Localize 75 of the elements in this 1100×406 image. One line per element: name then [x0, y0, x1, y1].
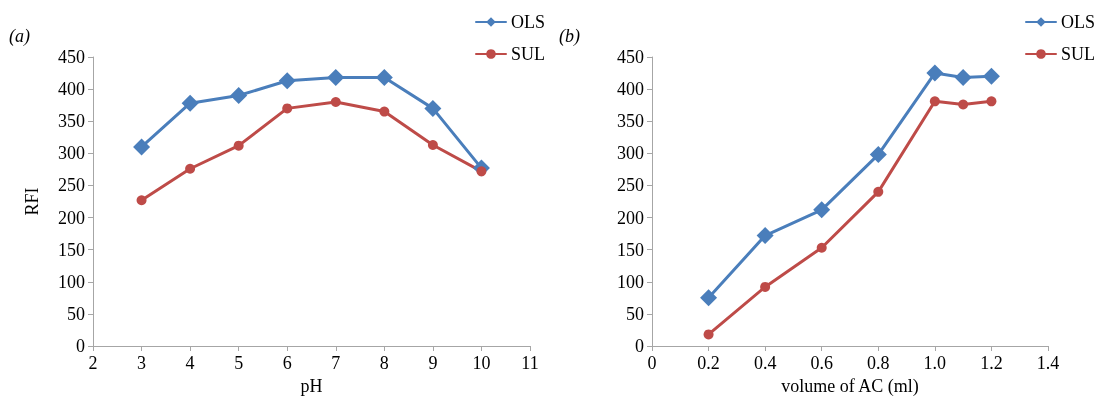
y-tick-label: 350: [617, 111, 644, 132]
point: [986, 96, 997, 107]
point: [700, 289, 718, 307]
point: [427, 139, 438, 150]
y-tick-label: 100: [58, 271, 85, 292]
x-tick-label: 0.6: [810, 353, 833, 373]
y-tick-label: 450: [58, 47, 85, 67]
point: [185, 163, 196, 174]
point: [278, 72, 296, 90]
x-tick-label: 8: [379, 353, 389, 373]
point: [424, 99, 442, 117]
chart-title: (b): [559, 26, 580, 47]
point: [760, 281, 771, 292]
legend-label: OLS: [1061, 12, 1096, 32]
point: [282, 103, 293, 114]
y-tick-label: 150: [617, 239, 644, 260]
x-tick-label: 9: [428, 353, 438, 373]
x-tick-label: 2: [88, 353, 98, 373]
x-axis-title: pH: [300, 375, 323, 396]
x-tick-label: 6: [282, 353, 292, 373]
x-tick-label: 1.2: [980, 353, 1003, 373]
point: [233, 140, 244, 151]
x-tick-label: 0: [647, 353, 657, 373]
point: [929, 96, 940, 107]
y-tick-label: 200: [617, 207, 644, 228]
y-tick-label: 0: [76, 336, 85, 356]
point: [703, 329, 714, 340]
point: [133, 138, 151, 156]
point: [756, 227, 774, 245]
point: [869, 146, 887, 164]
x-tick-label: 0.8: [867, 353, 890, 373]
y-tick-label: 400: [58, 79, 85, 100]
x-tick-label: 4: [185, 353, 195, 373]
y-tick-label: 300: [58, 143, 85, 164]
point: [816, 242, 827, 253]
y-axis-title: RFI: [22, 187, 42, 216]
y-tick-label: 0: [635, 336, 644, 356]
y-tick-label: 400: [617, 79, 644, 100]
x-tick-label: 0.2: [697, 353, 720, 373]
point: [982, 67, 1000, 85]
x-tick-label: 5: [234, 353, 244, 373]
y-tick-label: 200: [58, 207, 85, 228]
y-tick-label: 450: [617, 47, 644, 67]
point: [873, 186, 884, 197]
legend-label: SUL: [1061, 44, 1096, 64]
point: [813, 201, 831, 219]
y-tick-label: 100: [617, 271, 644, 292]
point: [327, 69, 345, 87]
y-tick-label: 250: [58, 175, 85, 196]
point: [330, 96, 341, 107]
point: [181, 94, 199, 112]
chart-title: (a): [9, 26, 30, 47]
x-tick-label: 7: [331, 353, 341, 373]
legend-label: OLS: [511, 12, 546, 32]
y-tick-label: 150: [58, 239, 85, 260]
x-tick-label: 1.4: [1036, 353, 1060, 373]
y-tick-label: 50: [626, 303, 644, 324]
point: [136, 195, 147, 206]
x-tick-label: 3: [137, 353, 147, 373]
x-tick-label: 11: [521, 353, 539, 373]
point: [958, 99, 969, 110]
x-tick-label: 0.4: [753, 353, 777, 373]
point: [379, 106, 390, 117]
x-tick-label: 1.0: [923, 353, 947, 373]
point: [926, 64, 944, 82]
x-tick-label: 10: [472, 353, 491, 373]
y-tick-label: 50: [67, 303, 85, 324]
legend-label: SUL: [511, 44, 546, 64]
point: [230, 87, 248, 105]
x-axis-title: volume of AC (ml): [781, 375, 919, 397]
point: [375, 69, 393, 87]
y-tick-label: 350: [58, 111, 85, 132]
y-tick-label: 300: [617, 143, 644, 164]
y-tick-label: 250: [617, 175, 644, 196]
point: [954, 69, 972, 87]
